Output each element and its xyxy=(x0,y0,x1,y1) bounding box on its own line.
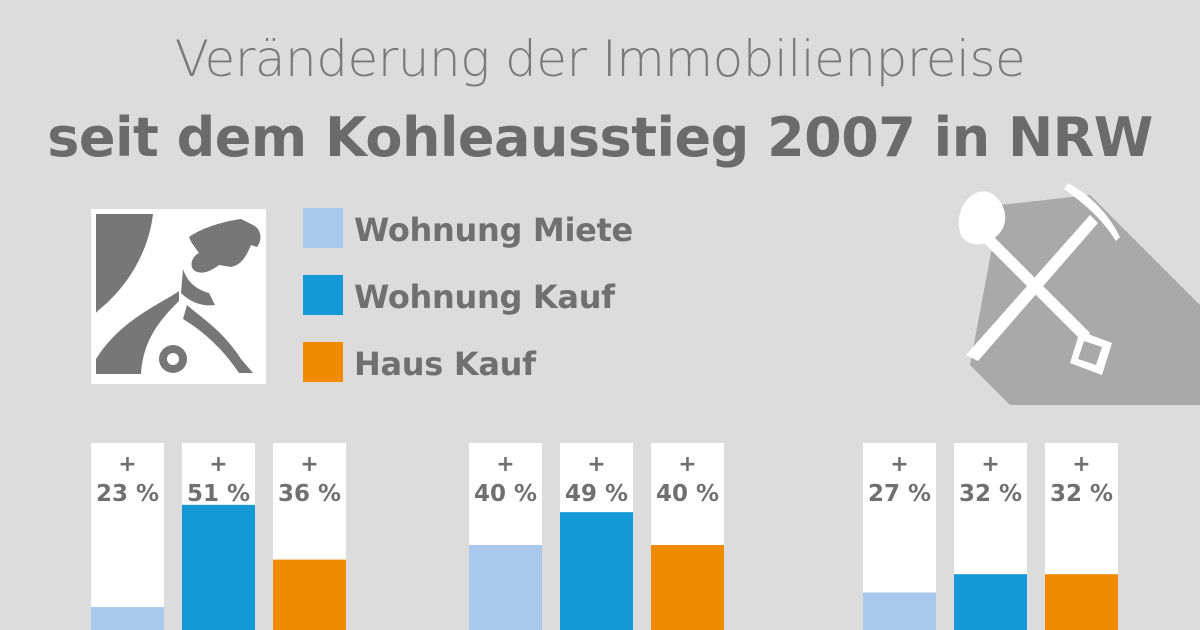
bar-wohnung-miete-1 xyxy=(91,607,164,630)
bar-label-prefix-wohnung-miete-1: + xyxy=(118,452,136,477)
bar-label-haus-kauf-3: 32 % xyxy=(1050,481,1113,507)
bar-label-prefix-wohnung-kauf-3: + xyxy=(981,452,999,477)
legend-swatch-haus-kauf xyxy=(303,342,343,382)
legend-label-wohnung-kauf: Wohnung Kauf xyxy=(354,278,615,316)
legend-label-haus-kauf: Haus Kauf xyxy=(354,345,536,383)
chart-title-line1: Veränderung der Immobilienpreise xyxy=(174,30,1026,88)
bar-label-wohnung-miete-3: 27 % xyxy=(868,481,931,507)
bar-label-wohnung-kauf-2: 49 % xyxy=(565,481,628,507)
chart-title-line2: seit dem Kohleausstieg 2007 in NRW xyxy=(47,106,1153,169)
shovel-and-pickaxe-icon xyxy=(958,183,1200,405)
bar-haus-kauf-2 xyxy=(651,545,724,630)
legend-swatch-wohnung-miete xyxy=(303,208,343,248)
bar-wohnung-miete-2 xyxy=(469,545,542,630)
bar-label-wohnung-miete-1: 23 % xyxy=(96,481,159,507)
bar-label-wohnung-kauf-1: 51 % xyxy=(187,481,250,507)
bar-label-wohnung-kauf-3: 32 % xyxy=(959,481,1022,507)
bar-wohnung-miete-3 xyxy=(863,592,936,630)
bar-wohnung-kauf-2 xyxy=(560,512,633,630)
bar-label-wohnung-miete-2: 40 % xyxy=(474,481,537,507)
legend-swatch-wohnung-kauf xyxy=(303,275,343,315)
nrw-coat-of-arms-icon xyxy=(91,209,266,384)
bar-label-prefix-haus-kauf-1: + xyxy=(300,452,318,477)
bar-label-haus-kauf-1: 36 % xyxy=(278,481,341,507)
bar-label-prefix-wohnung-kauf-1: + xyxy=(209,452,227,477)
bar-label-prefix-haus-kauf-2: + xyxy=(678,452,696,477)
bar-label-haus-kauf-2: 40 % xyxy=(656,481,719,507)
bar-haus-kauf-1 xyxy=(273,559,346,630)
bar-label-prefix-wohnung-miete-3: + xyxy=(890,452,908,477)
bar-wohnung-kauf-1 xyxy=(182,504,255,630)
bar-track-wohnung-miete-1 xyxy=(91,443,164,630)
legend-label-wohnung-miete: Wohnung Miete xyxy=(354,211,633,249)
bar-wohnung-kauf-3 xyxy=(954,574,1027,630)
bar-label-prefix-haus-kauf-3: + xyxy=(1072,452,1090,477)
bar-label-prefix-wohnung-kauf-2: + xyxy=(587,452,605,477)
bar-haus-kauf-3 xyxy=(1045,574,1118,630)
bar-label-prefix-wohnung-miete-2: + xyxy=(496,452,514,477)
